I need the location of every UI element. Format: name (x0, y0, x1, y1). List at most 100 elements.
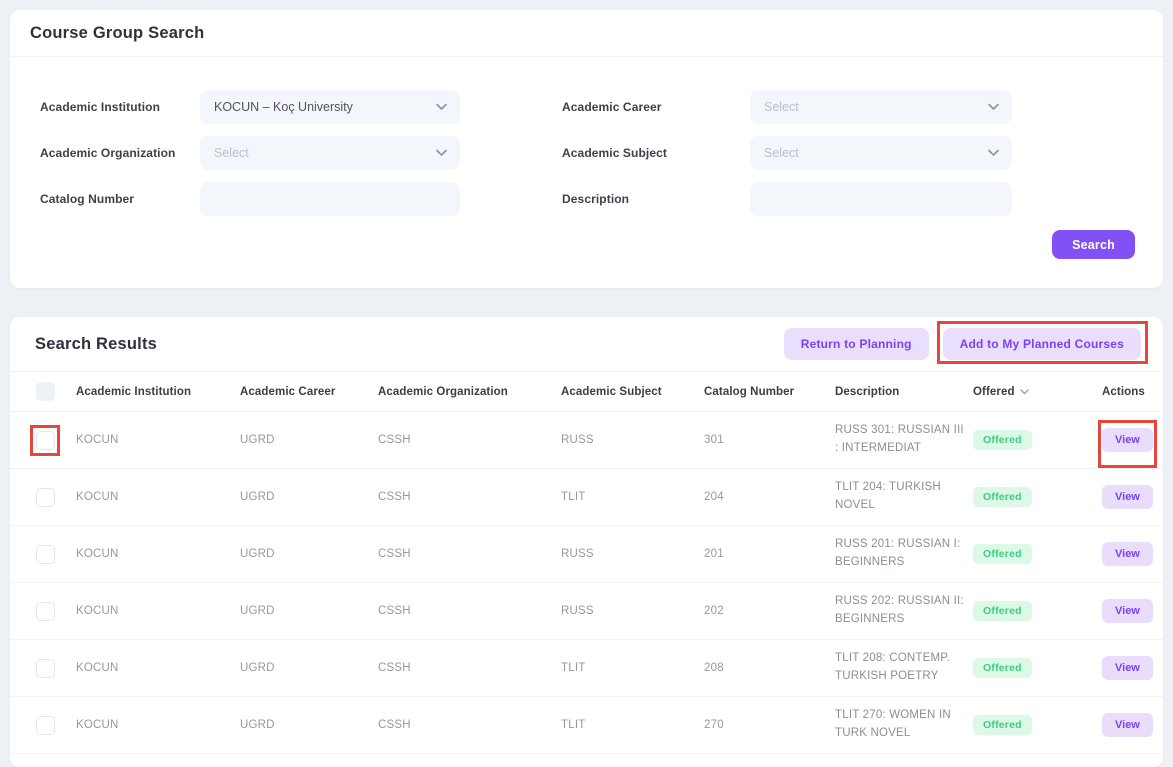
cell-catalog: 204 (704, 491, 724, 503)
annotation-box-row-checkbox (30, 424, 60, 456)
cell-institution: KOCUN (76, 662, 119, 674)
academic-organization-label: Academic Organization (40, 146, 176, 160)
table-header-row: Academic Institution Academic Career Aca… (10, 372, 1163, 412)
cell-description: TLIT 208: CONTEMP. TURKISH POETRY (835, 652, 951, 682)
row-checkbox[interactable] (36, 601, 55, 621)
table-row: KOCUN UGRD CSSH RUSS 301 RUSS 301: RUSSI… (10, 412, 1163, 469)
select-placeholder: Select (764, 146, 799, 160)
search-button[interactable]: Search (1052, 230, 1135, 259)
form-row-1: Academic Institution KOCUN – Koç Univers… (10, 90, 1163, 124)
view-button[interactable]: View (1102, 656, 1153, 680)
col-header-academic-subject: Academic Subject (561, 385, 662, 398)
offered-badge: Offered (973, 601, 1032, 621)
cell-organization: CSSH (378, 719, 411, 731)
view-button[interactable]: View (1102, 599, 1153, 623)
chevron-down-icon (436, 149, 447, 156)
catalog-number-input[interactable] (200, 182, 460, 216)
col-header-academic-organization: Academic Organization (378, 385, 508, 398)
table-row: KOCUN UGRD CSSH TLIT 270 TLIT 270: WOMEN… (10, 697, 1163, 754)
add-to-my-planned-courses-button[interactable]: Add to My Planned Courses (942, 328, 1141, 360)
col-header-actions: Actions (1102, 385, 1145, 398)
cell-career: UGRD (240, 662, 275, 674)
cell-career: UGRD (240, 605, 275, 617)
cell-organization: CSSH (378, 434, 411, 446)
results-header: Search Results Return to Planning Add to… (10, 317, 1163, 372)
form-row-3: Catalog Number Description (10, 182, 1163, 216)
view-button[interactable]: View (1102, 428, 1153, 452)
select-placeholder: Select (764, 100, 799, 114)
description-input[interactable] (750, 182, 1012, 216)
chevron-down-icon (988, 149, 999, 156)
table-row: KOCUN UGRD CSSH RUSS 201 RUSS 201: RUSSI… (10, 526, 1163, 583)
row-checkbox[interactable] (36, 430, 55, 450)
academic-institution-select[interactable]: KOCUN – Koç University (200, 90, 460, 124)
row-checkbox[interactable] (36, 487, 55, 507)
cell-subject: RUSS (561, 605, 594, 617)
cell-institution: KOCUN (76, 491, 119, 503)
offered-badge: Offered (973, 715, 1032, 735)
select-placeholder: Select (214, 146, 249, 160)
cell-subject: RUSS (561, 434, 594, 446)
offered-badge: Offered (973, 658, 1032, 678)
cell-subject: TLIT (561, 491, 586, 503)
cell-catalog: 201 (704, 548, 724, 560)
offered-badge: Offered (973, 487, 1032, 507)
col-header-offered: Offered (973, 385, 1015, 398)
academic-career-select[interactable]: Select (750, 90, 1012, 124)
cell-subject: TLIT (561, 719, 586, 731)
cell-organization: CSSH (378, 491, 411, 503)
page-title: Course Group Search (30, 23, 205, 42)
view-button[interactable]: View (1102, 542, 1153, 566)
form-actions: Search (10, 230, 1163, 259)
select-value: KOCUN – Koç University (214, 100, 353, 114)
cell-career: UGRD (240, 491, 275, 503)
cell-institution: KOCUN (76, 434, 119, 446)
table-row: KOCUN UGRD CSSH TLIT 204 TLIT 204: TURKI… (10, 469, 1163, 526)
col-header-description: Description (835, 385, 900, 398)
view-button[interactable]: View (1102, 485, 1153, 509)
offered-badge: Offered (973, 430, 1032, 450)
cell-catalog: 202 (704, 605, 724, 617)
col-header-offered-sort[interactable]: Offered (973, 386, 1029, 398)
row-checkbox[interactable] (36, 715, 55, 735)
academic-institution-label: Academic Institution (40, 100, 161, 114)
table-row: KOCUN UGRD CSSH TLIT 208 TLIT 208: CONTE… (10, 640, 1163, 697)
row-checkbox[interactable] (36, 544, 55, 564)
cell-institution: KOCUN (76, 605, 119, 617)
cell-catalog: 208 (704, 662, 724, 674)
search-card-header: Course Group Search (10, 10, 1163, 57)
cell-description: TLIT 270: WOMEN IN TURK NOVEL (835, 709, 951, 739)
cell-organization: CSSH (378, 548, 411, 560)
annotation-box-add-button: Add to My Planned Courses (936, 321, 1149, 364)
cell-organization: CSSH (378, 605, 411, 617)
col-header-academic-career: Academic Career (240, 385, 336, 398)
cell-description: TLIT 204: TURKISH NOVEL (835, 481, 941, 511)
chevron-down-icon (988, 103, 999, 110)
select-all-checkbox[interactable] (36, 382, 55, 401)
cell-career: UGRD (240, 548, 275, 560)
cell-description: RUSS 201: RUSSIAN I: BEGINNERS (835, 538, 961, 568)
row-checkbox[interactable] (36, 658, 55, 678)
search-results-card: Search Results Return to Planning Add to… (10, 317, 1163, 767)
academic-subject-select[interactable]: Select (750, 136, 1012, 170)
cell-catalog: 301 (704, 434, 724, 446)
results-title: Search Results (35, 334, 158, 353)
cell-career: UGRD (240, 719, 275, 731)
annotation-box-view-button: View (1098, 420, 1157, 468)
sort-chevron-down-icon (1019, 388, 1029, 394)
cell-description: RUSS 202: RUSSIAN II: BEGINNERS (835, 595, 964, 625)
return-to-planning-button[interactable]: Return to Planning (783, 328, 929, 360)
catalog-number-label: Catalog Number (40, 192, 135, 206)
cell-institution: KOCUN (76, 548, 119, 560)
results-header-buttons: Return to Planning Add to My Planned Cou… (783, 321, 1149, 364)
cell-organization: CSSH (378, 662, 411, 674)
cell-subject: TLIT (561, 662, 586, 674)
academic-organization-select[interactable]: Select (200, 136, 460, 170)
col-header-catalog-number: Catalog Number (704, 385, 795, 398)
cell-career: UGRD (240, 434, 275, 446)
cell-description: RUSS 301: RUSSIAN III : INTERMEDIAT (835, 424, 964, 454)
form-row-2: Academic Organization Select Academic Su… (10, 136, 1163, 170)
chevron-down-icon (436, 103, 447, 110)
view-button[interactable]: View (1102, 713, 1153, 737)
search-form: Academic Institution KOCUN – Koç Univers… (10, 57, 1163, 259)
